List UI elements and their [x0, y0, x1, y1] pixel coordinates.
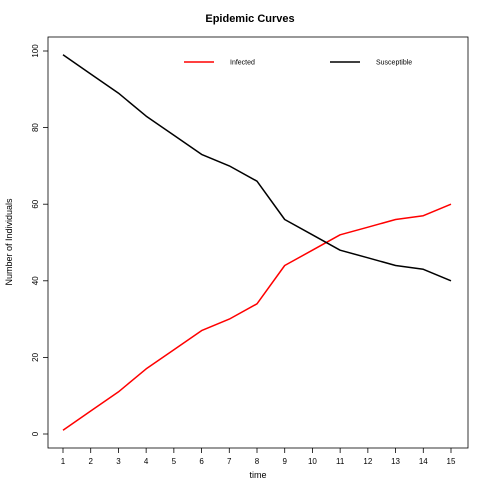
- legend: Infected Susceptible: [184, 60, 412, 67]
- plot-frame: [47, 36, 469, 449]
- x-tick-label: 4: [144, 457, 149, 466]
- x-tick-label: 10: [308, 457, 317, 466]
- x-tick-label: 1: [61, 457, 66, 466]
- series-line-susceptible: [62, 54, 452, 282]
- y-tick-label: 0: [31, 431, 40, 436]
- legend-label-susceptible: Susceptible: [376, 60, 412, 67]
- x-tick-label: 5: [172, 457, 177, 466]
- y-axis-label: Number of Individuals: [4, 198, 14, 286]
- series-line-infected: [62, 203, 452, 431]
- x-tick-label: 12: [363, 457, 372, 466]
- y-tick-label: 20: [31, 352, 40, 361]
- x-tick-label: 8: [255, 457, 260, 466]
- x-tick-label: 14: [419, 457, 428, 466]
- x-axis-label: time: [249, 470, 266, 480]
- x-tick-label: 2: [88, 457, 93, 466]
- x-tick-label: 11: [336, 457, 345, 466]
- x-tick-label: 13: [391, 457, 400, 466]
- plot-area: [62, 54, 452, 431]
- y-tick-label: 60: [31, 199, 40, 208]
- x-tick-label: 6: [199, 457, 204, 466]
- legend-label-infected: Infected: [230, 60, 255, 67]
- x-tick-label: 3: [116, 457, 121, 466]
- x-axis: 1 2 3 4 5 6 7 8 9 10 11 12 13 14 15: [61, 448, 456, 466]
- y-tick-label: 100: [31, 44, 40, 58]
- y-tick-label: 40: [31, 276, 40, 285]
- y-axis: 0 20 40 60 80 100: [31, 44, 48, 436]
- x-tick-label: 9: [282, 457, 287, 466]
- x-tick-label: 15: [447, 457, 456, 466]
- chart-title: Epidemic Curves: [205, 13, 294, 25]
- x-tick-label: 7: [227, 457, 232, 466]
- y-tick-label: 80: [31, 123, 40, 132]
